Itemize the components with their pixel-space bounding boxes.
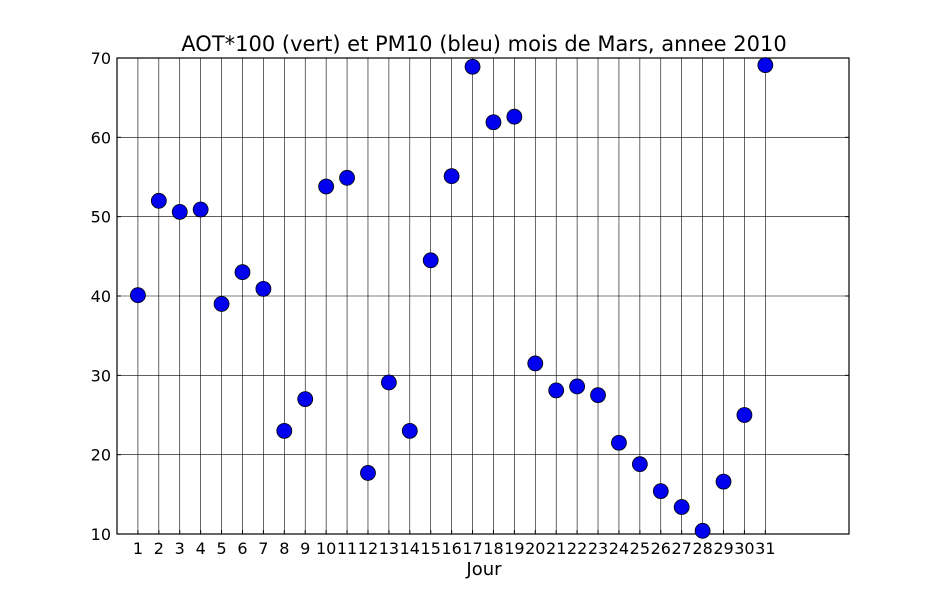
x-tick-label: 26 (651, 539, 671, 558)
x-tick-label: 3 (175, 539, 185, 558)
data-point (339, 169, 355, 186)
x-tick-label: 14 (400, 539, 420, 558)
x-tick-label: 24 (609, 539, 629, 558)
x-tick-label: 4 (196, 539, 206, 558)
x-tick-label: 29 (713, 539, 733, 558)
x-tick-label: 30 (734, 539, 754, 558)
data-point (611, 434, 627, 451)
data-point (192, 201, 209, 218)
y-axis-tick-labels: 10 20 30 40 50 60 70 (91, 49, 111, 544)
x-axis-tick-labels: 1 2 3 4 5 6 7 8 9 10 11 12 13 14 15 16 17 18 19 20 21 22 23 24 2… (133, 539, 776, 558)
x-tick-label: 21 (546, 539, 566, 558)
data-point (631, 456, 648, 473)
data-point (443, 168, 460, 185)
x-axis-label: Jour (465, 559, 502, 580)
data-point (380, 374, 397, 391)
x-tick-label: 13 (379, 539, 399, 558)
x-tick-label: 18 (483, 539, 503, 558)
data-point (464, 58, 481, 75)
data-point (213, 296, 230, 312)
data-point (527, 355, 544, 372)
x-tick-label: 8 (279, 539, 289, 558)
data-point (590, 387, 606, 404)
x-tick-label: 23 (588, 539, 608, 558)
x-tick-label: 31 (755, 539, 775, 558)
x-tick-label: 17 (462, 539, 482, 558)
y-tick-label: 30 (91, 366, 111, 385)
chart-title: AOT*100 (vert) et PM10 (bleu) mois de Ma… (181, 32, 786, 56)
y-tick-label: 40 (91, 287, 111, 306)
data-point (401, 422, 418, 439)
x-tick-label: 28 (692, 539, 712, 558)
data-point (422, 252, 439, 269)
x-tick-label: 7 (258, 539, 268, 558)
x-tick-label: 9 (300, 539, 310, 558)
x-tick-label: 12 (358, 539, 378, 558)
data-point (485, 114, 502, 131)
x-tick-label: 5 (216, 539, 226, 558)
data-point (673, 499, 690, 515)
data-point (548, 382, 565, 399)
x-tick-label: 20 (525, 539, 545, 558)
data-point (736, 407, 753, 423)
x-tick-label: 11 (337, 539, 357, 558)
x-tick-label: 19 (504, 539, 524, 558)
plot-area-frame (116, 57, 850, 535)
x-tick-label: 22 (567, 539, 587, 558)
data-point (276, 422, 293, 439)
y-tick-label: 70 (91, 49, 111, 68)
data-point (130, 287, 146, 304)
data-point (318, 178, 335, 195)
x-tick-label: 1 (133, 539, 143, 558)
x-tick-label: 6 (237, 539, 247, 558)
data-point (360, 465, 376, 481)
y-tick-label: 60 (91, 128, 111, 147)
y-tick-label: 50 (91, 208, 111, 227)
x-tick-label: 2 (154, 539, 164, 558)
data-point (171, 204, 188, 220)
data-point (297, 391, 314, 408)
data-point (694, 522, 711, 539)
data-point (150, 192, 167, 209)
data-point (569, 378, 586, 395)
data-point (255, 280, 272, 297)
x-tick-label: 15 (421, 539, 441, 558)
data-point (234, 264, 251, 281)
data-points (130, 57, 774, 539)
data-point (757, 57, 774, 74)
data-point (715, 473, 732, 490)
data-point (652, 483, 669, 500)
data-point (506, 108, 523, 125)
x-tick-label: 10 (316, 539, 336, 558)
x-tick-label: 27 (672, 539, 692, 558)
y-tick-label: 20 (91, 446, 111, 465)
y-tick-label: 10 (91, 525, 111, 544)
x-tick-label: 25 (630, 539, 650, 558)
x-tick-label: 16 (441, 539, 461, 558)
